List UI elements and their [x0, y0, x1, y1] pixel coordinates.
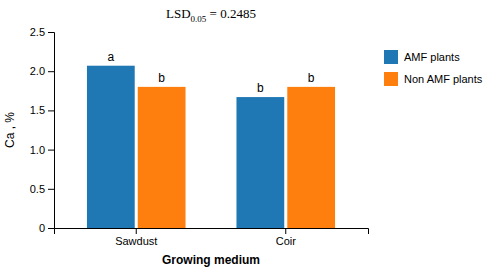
bars [87, 66, 335, 228]
bar [287, 87, 335, 228]
chart: a b b b 0 0.5 1.0 1.5 2.0 2.5 Sawdust Coir Growing m… [0, 0, 500, 272]
y-tick-label: 0 [39, 222, 45, 234]
y-tick-label: 2.0 [30, 65, 45, 77]
bar [87, 66, 135, 228]
plot: a b b b 0 0.5 1.0 1.5 2.0 2.5 Sawdust Coir [30, 26, 369, 247]
bar [138, 87, 186, 228]
bar-label: b [257, 81, 264, 95]
annotation-value: = 0.2485 [206, 6, 256, 21]
x-axis: Sawdust Coir [55, 228, 369, 247]
y-tick: 2.0 [30, 65, 54, 77]
y-tick: 0.5 [30, 183, 54, 195]
y-tick: 2.5 [30, 26, 54, 38]
y-axis-line [48, 33, 55, 229]
x-axis-title: Growing medium [162, 253, 260, 267]
bar-label: b [308, 71, 315, 85]
x-tick-label: Coir [276, 235, 297, 247]
y-tick: 1.5 [30, 104, 54, 116]
annotation: LSD0.05 = 0.2485 [166, 6, 256, 24]
y-tick-mark [48, 150, 54, 151]
legend: AMF plants Non AMF plants [384, 50, 483, 86]
y-axis: 0 0.5 1.0 1.5 2.0 2.5 [30, 26, 55, 234]
y-axis-title: Ca , % [3, 112, 17, 148]
y-tick-label: 1.0 [30, 144, 45, 156]
legend-item: Non AMF plants [384, 72, 483, 86]
x-tick: Sawdust [115, 228, 157, 247]
x-tick-mark [136, 228, 137, 234]
x-tick: Coir [276, 228, 297, 247]
legend-item: AMF plants [384, 50, 460, 64]
y-tick-mark [48, 71, 54, 72]
legend-label: AMF plants [404, 51, 460, 63]
annotation-subscript: 0.05 [191, 14, 207, 24]
bar [236, 97, 284, 228]
bar-label: b [158, 71, 165, 85]
bar-labels: a b b b [107, 50, 314, 95]
bar-label: a [107, 50, 114, 64]
y-tick-label: 2.5 [30, 26, 45, 38]
x-tick-mark [285, 228, 286, 234]
y-tick-mark [48, 32, 54, 33]
legend-swatch [384, 72, 398, 86]
y-tick-mark [48, 189, 54, 190]
x-axis-line [55, 229, 369, 235]
x-tick-label: Sawdust [115, 235, 157, 247]
legend-label: Non AMF plants [404, 73, 483, 85]
annotation-text: LSD [166, 6, 191, 21]
y-tick: 1.0 [30, 144, 54, 156]
y-tick-label: 0.5 [30, 183, 45, 195]
legend-swatch [384, 50, 398, 64]
y-tick-label: 1.5 [30, 104, 45, 116]
y-tick-mark [48, 110, 54, 111]
y-tick-mark [48, 228, 54, 229]
y-tick: 0 [39, 222, 54, 234]
